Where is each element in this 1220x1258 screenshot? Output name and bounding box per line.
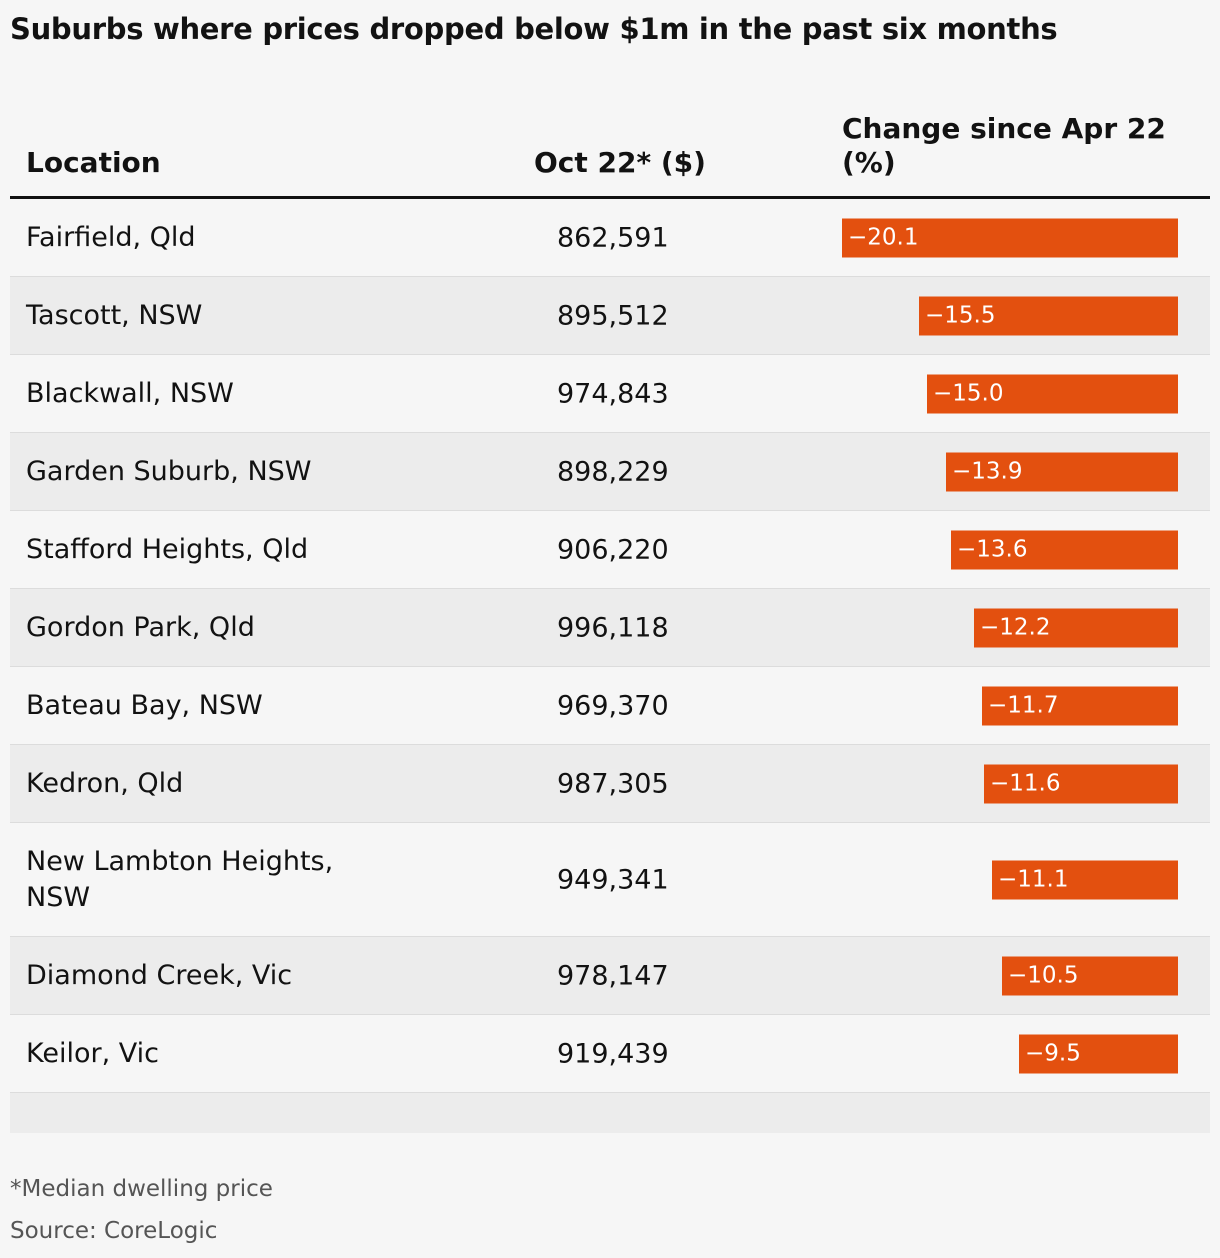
price-cell: 906,220 <box>557 534 669 565</box>
change-label: −13.9 <box>952 458 1023 485</box>
change-label: −11.6 <box>990 770 1061 797</box>
change-bar: −10.5 <box>1002 956 1178 995</box>
table-row: Diamond Creek, Vic 978,147 −10.5 <box>10 937 1210 1015</box>
header-price: Oct 22* ($) <box>534 146 706 179</box>
change-label: −11.7 <box>988 692 1059 719</box>
change-bar: −11.1 <box>992 860 1178 899</box>
location-cell: Stafford Heights, Qld <box>26 533 309 565</box>
price-cell: 862,591 <box>557 222 669 253</box>
table-row: Fairfield, Qld 862,591 −20.1 <box>10 199 1210 277</box>
change-label: −9.5 <box>1025 1040 1081 1067</box>
price-cell: 949,341 <box>557 864 669 895</box>
change-label: −15.0 <box>933 380 1004 407</box>
location-cell: Kedron, Qld <box>26 767 184 799</box>
table-header: Location Oct 22* ($) Change since Apr 22… <box>10 92 1210 199</box>
change-bar: −11.7 <box>982 686 1178 725</box>
table-row: Keilor, Vic 919,439 −9.5 <box>10 1015 1210 1093</box>
table-body: Fairfield, Qld 862,591 −20.1 Tascott, NSW 89… <box>10 199 1210 1093</box>
table-row: Bateau Bay, NSW 969,370 −11.7 <box>10 667 1210 745</box>
location-cell: Garden Suburb, NSW <box>26 455 312 487</box>
footnote: *Median dwelling price <box>10 1176 273 1202</box>
change-bar: −11.6 <box>984 764 1178 803</box>
header-location: Location <box>26 146 161 179</box>
change-label: −13.6 <box>957 536 1028 563</box>
price-cell: 996,118 <box>557 612 669 643</box>
change-bar: −12.2 <box>974 608 1178 647</box>
location-cell: Diamond Creek, Vic <box>26 959 293 991</box>
data-table: Location Oct 22* ($) Change since Apr 22… <box>10 92 1210 1133</box>
table-row: Garden Suburb, NSW 898,229 −13.9 <box>10 433 1210 511</box>
price-cell: 895,512 <box>557 300 669 331</box>
change-bar: −13.6 <box>951 530 1178 569</box>
table-row: Kedron, Qld 987,305 −11.6 <box>10 745 1210 823</box>
table-row: Stafford Heights, Qld 906,220 −13.6 <box>10 511 1210 589</box>
change-bar: −9.5 <box>1019 1034 1178 1073</box>
change-label: −15.5 <box>925 302 996 329</box>
change-bar: −13.9 <box>946 452 1178 491</box>
location-cell: Tascott, NSW <box>26 299 203 331</box>
change-bar: −20.1 <box>842 218 1178 257</box>
table-row: New Lambton Heights, NSW 949,341 −11.1 <box>10 823 1210 937</box>
price-cell: 919,439 <box>557 1038 669 1069</box>
header-change: Change since Apr 22 (%) <box>842 112 1166 179</box>
location-cell: Fairfield, Qld <box>26 221 196 253</box>
location-cell: New Lambton Heights, NSW <box>26 845 334 913</box>
table-row: Tascott, NSW 895,512 −15.5 <box>10 277 1210 355</box>
location-cell: Keilor, Vic <box>26 1037 159 1069</box>
change-label: −12.2 <box>980 614 1051 641</box>
price-cell: 969,370 <box>557 690 669 721</box>
change-bar: −15.5 <box>919 296 1178 335</box>
location-cell: Gordon Park, Qld <box>26 611 255 643</box>
location-cell: Blackwall, NSW <box>26 377 234 409</box>
price-cell: 987,305 <box>557 768 669 799</box>
chart-title: Suburbs where prices dropped below $1m i… <box>10 12 1058 46</box>
location-cell: Bateau Bay, NSW <box>26 689 263 721</box>
change-label: −10.5 <box>1008 962 1079 989</box>
table-row: Blackwall, NSW 974,843 −15.0 <box>10 355 1210 433</box>
price-cell: 898,229 <box>557 456 669 487</box>
price-cell: 978,147 <box>557 960 669 991</box>
price-cell: 974,843 <box>557 378 669 409</box>
source-note: Source: CoreLogic <box>10 1218 218 1244</box>
table-row: Gordon Park, Qld 996,118 −12.2 <box>10 589 1210 667</box>
change-bar: −15.0 <box>927 374 1178 413</box>
change-label: −20.1 <box>848 224 919 251</box>
table-footer-band <box>10 1093 1210 1133</box>
change-label: −11.1 <box>998 866 1069 893</box>
